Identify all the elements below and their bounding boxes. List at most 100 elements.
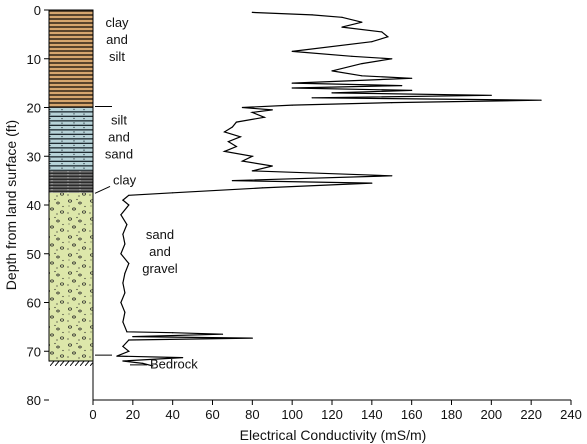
lithology-label-3-line-1: and (149, 244, 171, 259)
x-tick-label-8: 160 (401, 407, 423, 422)
y-tick-label-5: 50 (27, 247, 41, 262)
data-point-0-5 (381, 31, 383, 33)
data-point-0-30 (231, 126, 233, 128)
lithology-label-1-line-2: sand (105, 147, 133, 162)
x-tick-label-5: 100 (281, 407, 303, 422)
data-point-0-9 (351, 55, 353, 57)
x-tick-label-10: 200 (480, 407, 502, 422)
data-point-0-71 (142, 362, 144, 364)
data-point-0-66 (122, 345, 124, 347)
data-point-0-49 (126, 223, 128, 226)
bedrock-hatch (49, 361, 93, 366)
data-point-0-32 (239, 136, 241, 138)
x-axis-title: Electrical Conductivity (mS/m) (240, 427, 427, 443)
data-point-0-72 (152, 365, 154, 367)
x-tick-label-12: 240 (560, 407, 582, 422)
x-tick-label-9: 180 (441, 407, 463, 422)
data-point-0-38 (271, 165, 273, 167)
leader-clay (94, 186, 111, 194)
data-point-0-51 (124, 243, 126, 245)
lithology-label-3-line-0: sand (146, 227, 174, 242)
x-tick-label-3: 60 (205, 407, 219, 422)
lithology-unit-0 (49, 10, 93, 108)
lithology-unit-3 (49, 192, 93, 361)
data-point-0-35 (223, 150, 226, 152)
data-point-0-1 (311, 14, 313, 16)
data-point-0-36 (251, 155, 253, 157)
data-point-0-64 (251, 337, 253, 339)
lithology-label-2-line-0: clay (113, 173, 137, 188)
data-point-0-2 (341, 16, 343, 18)
data-point-0-21 (311, 97, 313, 99)
data-point-0-3 (361, 21, 363, 23)
data-point-0-28 (263, 116, 265, 118)
data-point-0-37 (241, 160, 243, 162)
series-line-0 (116, 11, 542, 367)
data-point-0-8 (291, 50, 293, 53)
data-point-0-67 (128, 350, 130, 352)
data-point-0-48 (120, 214, 122, 216)
y-tick-label-0: 0 (34, 3, 41, 18)
lithology-unit-1 (49, 107, 93, 171)
data-point-0-46 (122, 199, 124, 201)
data-point-0-50 (122, 233, 124, 235)
data-point-0-39 (251, 170, 253, 172)
data-point-0-60 (126, 331, 128, 333)
data-point-0-4 (341, 26, 343, 28)
data-point-0-42 (371, 182, 373, 184)
lithology-label-3-line-2: gravel (142, 261, 178, 276)
lithology-column (48, 9, 94, 366)
data-point-0-56 (124, 292, 126, 294)
data-point-0-14 (411, 77, 413, 79)
data-point-0-31 (223, 131, 226, 133)
data-point-0-25 (241, 106, 243, 109)
data-point-0-69 (182, 357, 184, 359)
data-point-0-43 (261, 187, 263, 189)
lithology-label-0-line-1: and (106, 32, 128, 47)
data-point-0-59 (122, 321, 124, 323)
data-point-0-70 (122, 360, 124, 362)
data-point-0-24 (291, 104, 293, 106)
data-point-0-61 (172, 332, 174, 334)
lithology-label-1-line-1: and (108, 130, 130, 145)
y-tick-label-2: 20 (27, 101, 41, 116)
data-point-0-33 (227, 141, 229, 143)
lithology-labels: clay and silt silt and sand clay sand and gravel B… (94, 15, 198, 371)
axes: 0 20 40 60 80 100 120 140 160 180 200 220 240 0 10 20 30… (27, 3, 582, 422)
x-tick-label-2: 40 (165, 407, 179, 422)
lithology-label-0-line-0: clay (105, 15, 129, 30)
x-tick-label-1: 20 (126, 407, 140, 422)
data-point-0-68 (116, 355, 118, 357)
data-point-0-17 (291, 87, 293, 89)
data-point-0-20 (490, 94, 492, 96)
data-point-0-40 (391, 175, 393, 177)
data-point-0-53 (128, 262, 130, 265)
data-point-0-10 (391, 58, 393, 60)
data-point-0-26 (271, 109, 273, 111)
data-point-0-63 (132, 336, 134, 338)
x-tick-label-0: 0 (89, 407, 96, 422)
y-tick-label-1: 10 (27, 52, 41, 67)
x-tick-label-11: 220 (520, 407, 542, 422)
conductivity-trace-layer (116, 11, 542, 367)
data-point-0-16 (401, 85, 403, 87)
lithology-label-4-line-0: Bedrock (150, 356, 198, 371)
data-point-0-22 (540, 99, 542, 101)
data-point-0-0 (251, 11, 253, 13)
y-axis-title: Depth from land surface (ft) (3, 120, 19, 290)
x-tick-label-6: 120 (321, 407, 343, 422)
data-point-0-44 (172, 192, 174, 194)
data-point-0-11 (361, 63, 363, 65)
data-point-0-65 (128, 339, 130, 341)
data-point-0-18 (411, 89, 413, 91)
y-tick-label-8: 80 (27, 393, 41, 408)
data-point-0-54 (124, 272, 126, 274)
data-point-0-34 (235, 145, 237, 148)
data-point-0-45 (128, 194, 130, 196)
y-tick-label-6: 60 (27, 296, 41, 311)
y-tick-label-4: 40 (27, 198, 41, 213)
x-tick-label-4: 80 (245, 407, 259, 422)
lithology-label-0-line-2: silt (109, 49, 125, 64)
data-point-0-52 (120, 253, 122, 255)
